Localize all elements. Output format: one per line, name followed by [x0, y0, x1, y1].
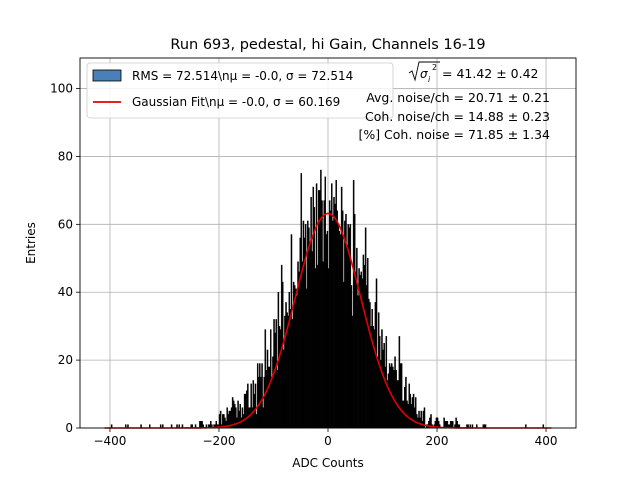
- y-tick-label: 20: [58, 353, 73, 367]
- y-tick-label: 80: [58, 149, 73, 163]
- annotation-coh-noise-percent: [%] Coh. noise = 71.85 ± 1.34: [358, 127, 550, 142]
- noise-annotations: σ i 2 = 41.42 ± 0.42 Avg. noise/ch = 20.…: [358, 61, 550, 142]
- y-axis-ticks: 0 20 40 60 80 100: [50, 82, 80, 435]
- annotation-avg-noise: Avg. noise/ch = 20.71 ± 0.21: [366, 90, 550, 105]
- x-tick-label: 0: [324, 434, 332, 448]
- legend-label-rms: RMS = 72.514\nμ = -0.0, σ = 72.514: [132, 69, 353, 83]
- x-axis-ticks: −400 −200 0 200 400: [93, 428, 557, 448]
- x-tick-label: 400: [535, 434, 558, 448]
- sigma-subscript: i: [428, 75, 431, 84]
- legend-swatch-rms: [92, 69, 122, 82]
- sqrt-sign: [408, 61, 440, 82]
- y-tick-label: 0: [65, 421, 73, 435]
- legend-box: [86, 62, 394, 119]
- y-tick-label: 100: [50, 82, 73, 96]
- legend-label-fit: Gaussian Fit\nμ = -0.0, σ = 60.169: [132, 95, 340, 109]
- chart-title: Run 693, pedestal, hi Gain, Channels 16-…: [170, 37, 485, 53]
- y-tick-label: 40: [58, 285, 73, 299]
- annotation-coh-noise: Coh. noise/ch = 14.88 ± 0.23: [365, 109, 550, 124]
- x-tick-label: 200: [426, 434, 449, 448]
- annotation-sigma-total: = 41.42 ± 0.42: [442, 66, 538, 81]
- sigma-power: 2: [432, 63, 437, 72]
- sigma-symbol: σ: [420, 67, 428, 81]
- x-tick-label: −200: [203, 434, 236, 448]
- x-tick-label: −400: [93, 434, 126, 448]
- legend: RMS = 72.514\nμ = -0.0, σ = 72.514 Gauss…: [86, 62, 394, 119]
- y-tick-label: 60: [58, 217, 73, 231]
- histogram-bar: [452, 421, 454, 429]
- x-axis-label: ADC Counts: [292, 456, 364, 470]
- histogram-bars: [110, 169, 545, 429]
- y-axis-label: Entries: [24, 222, 38, 264]
